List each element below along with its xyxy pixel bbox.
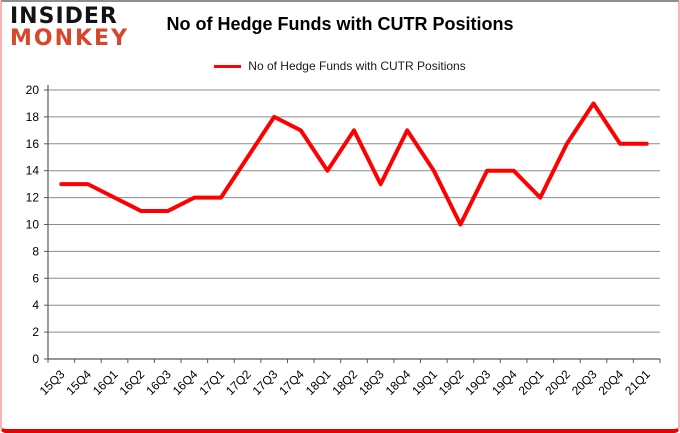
y-tick-label: 10 — [26, 218, 40, 232]
logo-text-monkey: MONKEY — [10, 26, 130, 51]
x-tick-label: 17Q3 — [250, 367, 281, 398]
logo-text-insider: INSIDER — [10, 4, 118, 29]
x-tick-label: 20Q1 — [516, 367, 547, 398]
x-tick-label: 20Q4 — [596, 367, 627, 398]
x-tick-label: 16Q3 — [143, 367, 174, 398]
x-tick-label: 15Q4 — [63, 367, 94, 398]
y-tick-label: 0 — [32, 352, 39, 366]
y-tick-label: 2 — [32, 325, 39, 339]
y-tick-label: 4 — [32, 298, 39, 312]
x-tick-label: 19Q3 — [463, 367, 494, 398]
x-tick-label: 18Q1 — [303, 367, 334, 398]
x-tick-label: 19Q2 — [436, 367, 467, 398]
y-tick-label: 6 — [32, 271, 39, 285]
x-tick-label: 16Q2 — [117, 367, 148, 398]
data-line — [59, 101, 649, 227]
y-tick-label: 14 — [26, 164, 40, 178]
x-tick-label: 15Q3 — [37, 367, 68, 398]
y-tick-label: 12 — [26, 191, 40, 205]
x-tick-label: 17Q4 — [276, 367, 307, 398]
x-tick-label: 16Q1 — [90, 367, 121, 398]
insider-monkey-logo: INSIDER MONKEY — [10, 6, 129, 50]
x-tick-label: 18Q2 — [329, 367, 360, 398]
x-tick-label: 20Q3 — [569, 367, 600, 398]
y-tick-label: 8 — [32, 244, 39, 258]
y-tick-label: 16 — [26, 137, 40, 151]
x-tick-label: 17Q2 — [223, 367, 254, 398]
y-tick-label: 20 — [26, 83, 40, 97]
x-tick-label: 16Q4 — [170, 367, 201, 398]
legend: No of Hedge Funds with CUTR Positions — [2, 59, 678, 73]
x-tick-label: 19Q4 — [489, 367, 520, 398]
x-tick-label: 18Q4 — [383, 367, 414, 398]
chart-title: No of Hedge Funds with CUTR Positions — [166, 14, 514, 34]
x-tick-label: 20Q2 — [542, 367, 573, 398]
legend-line-swatch — [214, 64, 242, 68]
x-tick-label: 21Q1 — [622, 367, 653, 398]
x-tick-label: 19Q1 — [409, 367, 440, 398]
legend-label: No of Hedge Funds with CUTR Positions — [248, 59, 466, 73]
x-tick-label: 17Q1 — [196, 367, 227, 398]
x-tick-label: 18Q3 — [356, 367, 387, 398]
y-tick-label: 18 — [26, 110, 40, 124]
